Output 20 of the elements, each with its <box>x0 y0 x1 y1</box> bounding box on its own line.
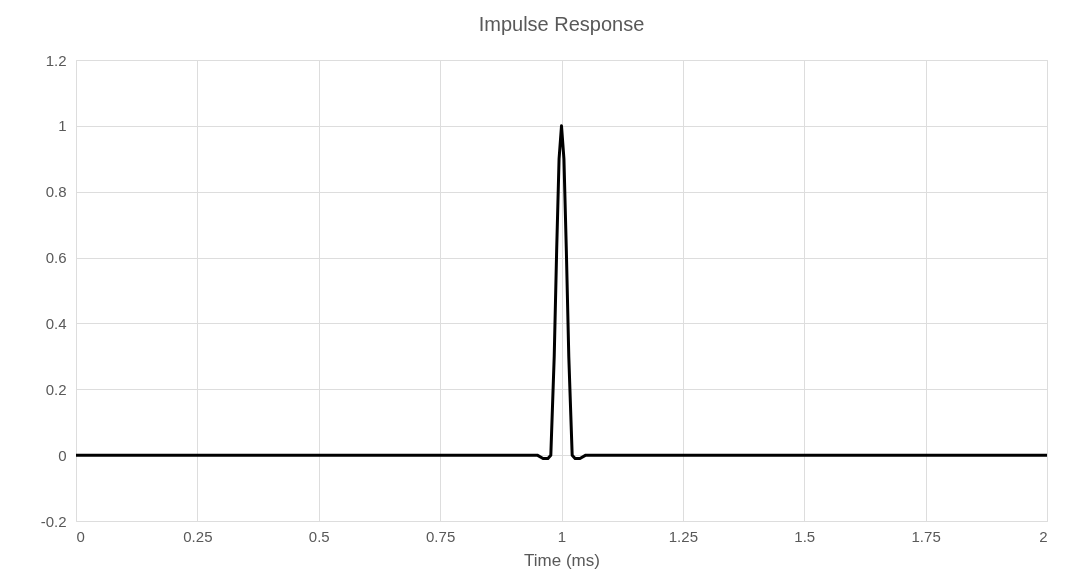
x-tick-label: 1 <box>557 527 567 545</box>
y-tick-label: 0.2 <box>45 380 67 398</box>
line-series <box>74 124 1049 460</box>
x-tick-label: 2 <box>1039 527 1048 545</box>
y-tick-label: 0.4 <box>45 314 67 332</box>
x-axis-title: Time (ms) <box>524 550 600 570</box>
x-tick-label: 1.5 <box>794 527 816 545</box>
y-tick-label: 0.6 <box>45 249 67 267</box>
x-tick-label: 0.75 <box>426 527 456 545</box>
y-tick-label: 0.8 <box>45 183 67 201</box>
y-tick-label: 1.2 <box>45 51 67 69</box>
chart-title: Impulse Response <box>478 13 645 35</box>
x-tick-label: 1.75 <box>911 527 941 545</box>
y-tick-label: 1 <box>58 117 67 135</box>
x-tick-label: 0.25 <box>183 527 213 545</box>
y-tick-label: -0.2 <box>40 512 67 530</box>
x-tick-label: 1.25 <box>668 527 698 545</box>
x-tick-label: 0.5 <box>308 527 330 545</box>
y-tick-label: 0 <box>58 446 67 464</box>
x-tick-label: 0 <box>76 527 85 545</box>
